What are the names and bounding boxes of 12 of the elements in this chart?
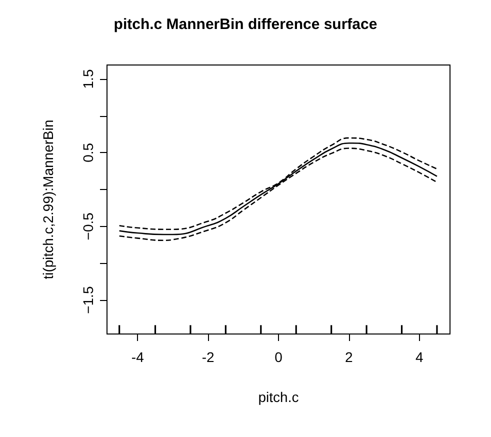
y-axis-title: ti(pitch.c,2.99):MannerBin <box>40 120 56 280</box>
y-tick-label: 1.5 <box>80 69 96 89</box>
y-tick-label: −0.5 <box>80 212 96 240</box>
x-tick-label: -2 <box>202 349 215 365</box>
x-axis-title: pitch.c <box>258 389 299 405</box>
x-tick-label: -4 <box>131 349 144 365</box>
chart-title: pitch.c MannerBin difference surface <box>114 16 378 33</box>
y-tick-label: −1.5 <box>80 286 96 314</box>
x-tick-label: 0 <box>274 349 283 365</box>
x-tick-label: 4 <box>415 349 424 365</box>
y-tick-label: 0.5 <box>80 142 96 162</box>
x-tick-label: 2 <box>345 349 354 365</box>
